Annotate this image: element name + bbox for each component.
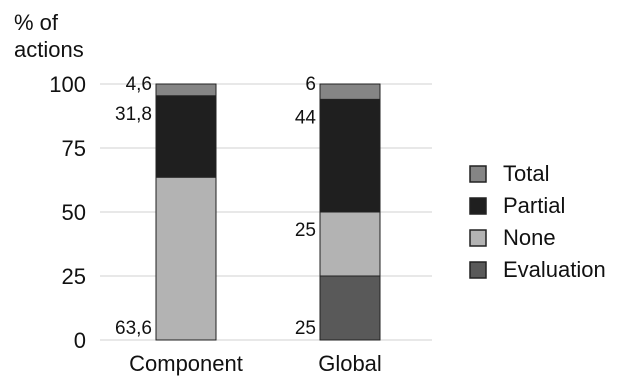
data-label-component-none: 63,6 [115,318,152,339]
bar-segments [155,83,381,341]
y-axis-label-line2: actions [14,37,84,62]
bar-global-total [319,83,381,100]
y-axis-label-line1: % of [14,10,59,35]
x-tick-label-global: Global [318,351,382,376]
legend-swatch-partial [469,197,487,215]
bar-global-evaluation [319,275,381,341]
legend-label-none: None [503,225,556,250]
y-tick-label-25: 25 [62,264,86,289]
data-label-component-partial: 31,8 [115,104,152,125]
x-axis: Component Global [129,351,382,376]
y-tick-label-0: 0 [74,328,86,353]
bar-global-partial [319,98,381,213]
data-label-global-total: 6 [305,74,316,95]
bar-global-none [319,211,381,277]
legend: Total Partial None Evaluation [469,161,606,282]
y-tick-label-50: 50 [62,200,86,225]
x-tick-label-component: Component [129,351,243,376]
data-label-global-evaluation: 25 [295,318,316,339]
bar-component-none [155,176,217,341]
legend-swatch-evaluation [469,261,487,279]
y-axis: 0 25 50 75 100 [49,72,86,353]
legend-swatch-total [469,165,487,183]
y-tick-label-75: 75 [62,136,86,161]
legend-label-evaluation: Evaluation [503,257,606,282]
data-label-component-total: 4,6 [126,74,152,95]
bar-component-partial [155,95,217,178]
legend-swatch-none [469,229,487,247]
legend-label-total: Total [503,161,549,186]
bar-component-total [155,83,217,97]
data-label-global-partial: 44 [295,107,317,128]
data-label-global-none: 25 [295,220,316,241]
y-tick-label-100: 100 [49,72,86,97]
legend-label-partial: Partial [503,193,565,218]
data-labels: 63,6 31,8 4,6 25 25 44 6 [115,74,316,339]
